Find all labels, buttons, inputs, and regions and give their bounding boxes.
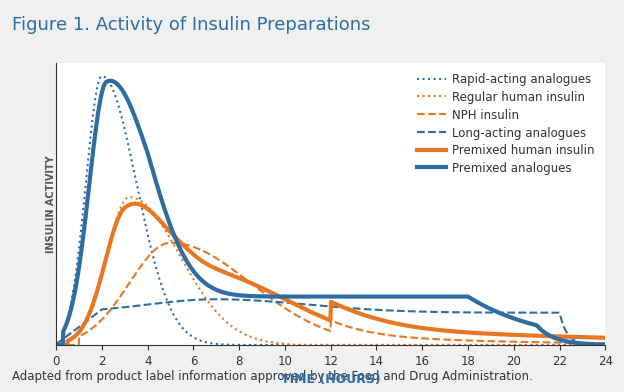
Line: Premixed analogues: Premixed analogues xyxy=(56,81,605,345)
Regular human insulin xyxy=(109,231,116,236)
Regular human insulin xyxy=(430,343,437,347)
Long-acting analogues xyxy=(602,343,609,347)
NPH insulin xyxy=(602,341,609,345)
NPH insulin xyxy=(275,301,283,306)
Long-acting analogues xyxy=(481,310,489,315)
Rapid-acting analogues xyxy=(52,343,60,347)
Premixed analogues xyxy=(52,343,60,347)
Regular human insulin xyxy=(295,343,302,347)
Premixed analogues xyxy=(107,78,114,83)
NPH insulin xyxy=(295,314,302,319)
Long-acting analogues xyxy=(491,310,499,315)
Long-acting analogues xyxy=(52,342,60,347)
NPH insulin xyxy=(109,305,116,310)
Regular human insulin xyxy=(125,195,133,200)
Regular human insulin xyxy=(491,343,499,347)
Line: Rapid-acting analogues: Rapid-acting analogues xyxy=(56,76,605,345)
Legend: Rapid-acting analogues, Regular human insulin, NPH insulin, Long-acting analogue: Rapid-acting analogues, Regular human in… xyxy=(412,69,600,180)
Long-acting analogues xyxy=(275,300,283,305)
Premixed human insulin xyxy=(430,327,437,332)
Regular human insulin xyxy=(602,343,609,347)
Long-acting analogues xyxy=(212,297,220,301)
Premixed human insulin xyxy=(602,336,609,340)
Line: Premixed human insulin: Premixed human insulin xyxy=(56,203,605,345)
Rapid-acting analogues xyxy=(275,343,283,347)
Line: NPH insulin: NPH insulin xyxy=(56,243,605,345)
Regular human insulin xyxy=(481,343,489,347)
Premixed analogues xyxy=(430,294,437,299)
Rapid-acting analogues xyxy=(109,87,117,92)
Premixed human insulin xyxy=(52,343,60,347)
NPH insulin xyxy=(52,343,60,347)
Rapid-acting analogues xyxy=(295,343,302,347)
Premixed analogues xyxy=(602,342,609,347)
NPH insulin xyxy=(491,339,499,344)
Long-acting analogues xyxy=(109,306,116,311)
Text: Adapted from product label information approved by the Food and Drug Administrat: Adapted from product label information a… xyxy=(12,370,534,383)
Y-axis label: INSULIN ACTIVITY: INSULIN ACTIVITY xyxy=(46,155,56,253)
Rapid-acting analogues xyxy=(430,343,437,347)
NPH insulin xyxy=(430,337,437,341)
Premixed analogues xyxy=(275,294,283,299)
Regular human insulin xyxy=(275,341,283,345)
Regular human insulin xyxy=(52,343,60,347)
Premixed human insulin xyxy=(295,304,302,309)
Premixed analogues xyxy=(491,309,499,313)
Rapid-acting analogues xyxy=(602,343,609,347)
Premixed human insulin xyxy=(491,332,499,336)
Long-acting analogues xyxy=(430,310,437,314)
NPH insulin xyxy=(167,240,174,245)
NPH insulin xyxy=(481,339,489,343)
Line: Long-acting analogues: Long-acting analogues xyxy=(56,299,605,345)
Line: Regular human insulin: Regular human insulin xyxy=(56,197,605,345)
Premixed analogues xyxy=(481,304,489,309)
X-axis label: TIME (HOURS): TIME (HOURS) xyxy=(281,373,381,386)
Premixed human insulin xyxy=(131,201,139,206)
Rapid-acting analogues xyxy=(98,74,105,78)
Text: Figure 1. Activity of Insulin Preparations: Figure 1. Activity of Insulin Preparatio… xyxy=(12,16,371,34)
Premixed analogues xyxy=(109,79,117,83)
Long-acting analogues xyxy=(295,301,302,306)
Premixed human insulin xyxy=(109,233,116,238)
Premixed human insulin xyxy=(481,331,489,336)
Premixed analogues xyxy=(295,294,302,299)
Rapid-acting analogues xyxy=(481,343,489,347)
Rapid-acting analogues xyxy=(491,343,499,347)
Premixed human insulin xyxy=(275,294,283,299)
